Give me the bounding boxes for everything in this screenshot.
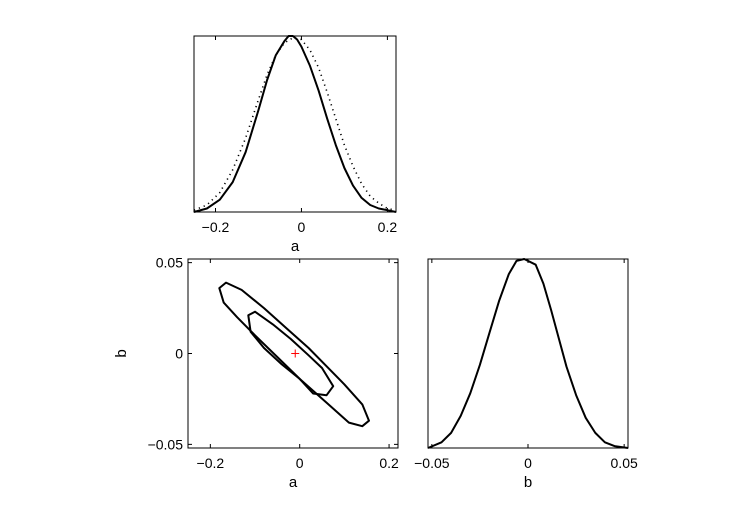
joint-ytick-label: 0 (175, 346, 183, 362)
a-marginal-xtick-label: 0.2 (378, 219, 398, 235)
joint-ylabel: b (113, 349, 130, 357)
b-marginal-xtick-label: 0.05 (611, 455, 638, 471)
joint-xtick-label: 0.2 (379, 455, 399, 471)
b-marginal-xtick-label: 0 (524, 455, 532, 471)
a-marginal-xtick-label: −0.2 (202, 219, 230, 235)
a-marginal-frame (193, 35, 397, 213)
a-marginal-dotted-curve (193, 36, 397, 211)
joint-ytick-label: 0.05 (156, 255, 183, 271)
joint-xtick-label: 0 (296, 455, 304, 471)
a-marginal-xlabel: a (291, 238, 300, 255)
b-marginal-solid-curve (427, 258, 629, 449)
a-marginal-xtick-label: 0 (298, 219, 306, 235)
b-marginal-panel: −0.05 0 0.05 b (414, 258, 638, 491)
joint-xtick-label: −0.2 (197, 455, 225, 471)
a-marginal-panel: −0.2 0 0.2 a (193, 35, 398, 255)
b-marginal-xtick-label: −0.05 (414, 455, 450, 471)
a-marginal-solid-curve (193, 35, 397, 213)
joint-ytick-label: −0.05 (148, 436, 184, 452)
joint-contour-inner (247, 310, 335, 397)
true-value-marker (291, 349, 300, 358)
joint-xlabel: a (289, 474, 298, 491)
b-marginal-xlabel: b (524, 474, 532, 491)
joint-contour-outer (218, 281, 370, 428)
joint-panel: −0.2 0 0.2 0.05 0 −0.05 a b (113, 255, 399, 491)
